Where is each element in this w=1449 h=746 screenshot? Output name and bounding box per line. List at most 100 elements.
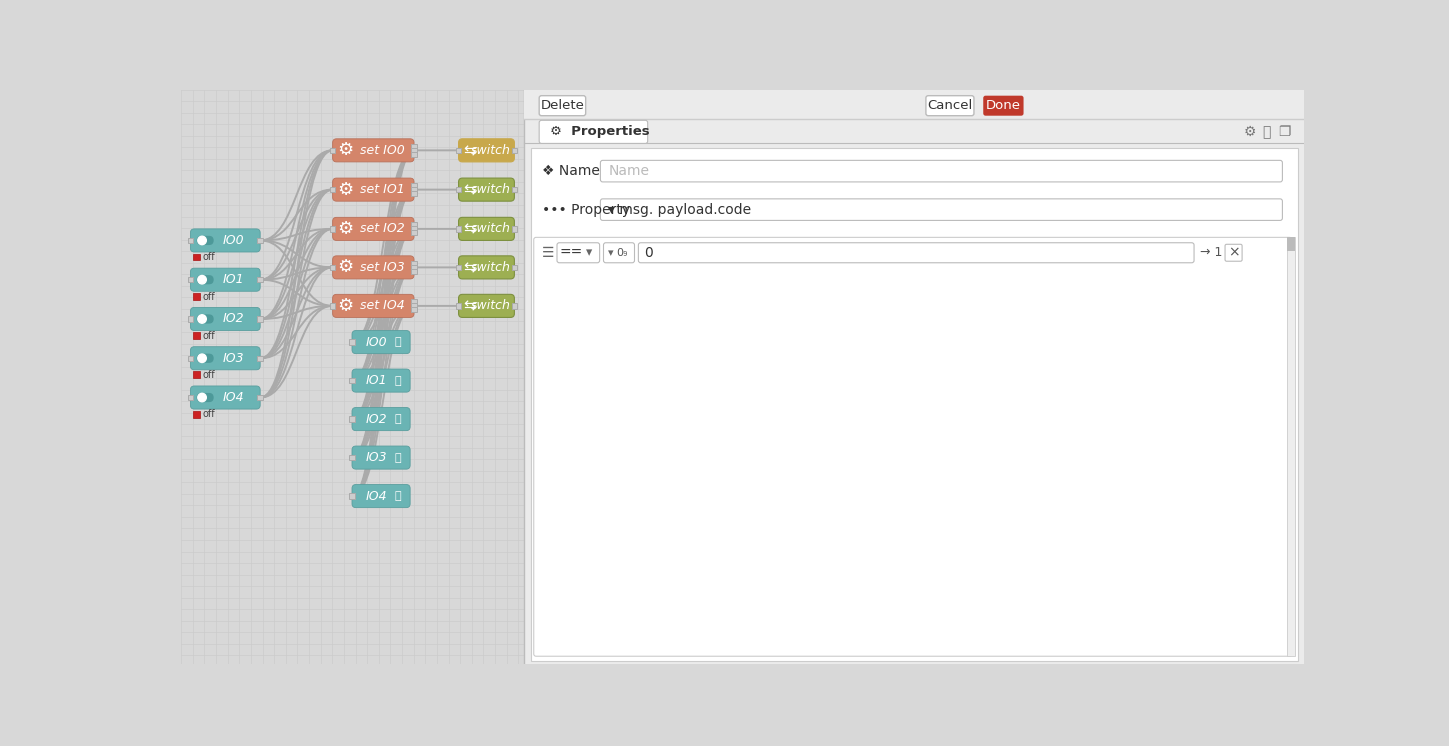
Text: switch: switch	[471, 144, 511, 157]
FancyBboxPatch shape	[926, 95, 974, 116]
FancyBboxPatch shape	[333, 178, 414, 201]
Text: switch: switch	[471, 183, 511, 196]
Text: set IO2: set IO2	[361, 222, 406, 236]
FancyBboxPatch shape	[190, 229, 261, 252]
Text: 0₉: 0₉	[616, 248, 627, 258]
Text: ⇆: ⇆	[464, 142, 475, 158]
Bar	[456, 226, 461, 231]
FancyBboxPatch shape	[600, 160, 1282, 182]
Text: IO2: IO2	[222, 313, 243, 325]
FancyBboxPatch shape	[352, 485, 410, 507]
FancyBboxPatch shape	[603, 242, 635, 263]
Circle shape	[197, 275, 206, 284]
Text: ==: ==	[559, 245, 582, 260]
Circle shape	[197, 315, 206, 323]
Text: ❐: ❐	[1278, 125, 1290, 139]
Text: IO4: IO4	[365, 489, 387, 503]
Text: 💡: 💡	[394, 337, 401, 347]
Bar	[412, 144, 417, 149]
Bar	[412, 269, 417, 274]
Bar	[193, 254, 200, 260]
Text: ⚙  Properties: ⚙ Properties	[551, 125, 649, 138]
Text: off: off	[201, 252, 214, 263]
Text: ❖ Name: ❖ Name	[542, 164, 600, 178]
Text: 0: 0	[645, 245, 653, 260]
FancyBboxPatch shape	[197, 393, 213, 402]
Text: IO0: IO0	[365, 336, 387, 348]
FancyBboxPatch shape	[333, 256, 414, 279]
Text: ⚙: ⚙	[338, 181, 354, 198]
FancyBboxPatch shape	[458, 139, 514, 162]
Circle shape	[197, 236, 206, 245]
FancyBboxPatch shape	[197, 354, 213, 363]
Text: IO4: IO4	[222, 391, 243, 404]
Bar	[456, 148, 461, 153]
Bar	[1287, 237, 1295, 656]
Bar	[525, 90, 1304, 664]
Bar	[1287, 237, 1295, 251]
Text: switch: switch	[471, 222, 511, 236]
Bar	[193, 372, 200, 378]
Bar	[511, 148, 517, 153]
Bar	[525, 90, 1304, 119]
Bar	[330, 148, 335, 153]
Bar	[511, 226, 517, 231]
Text: off: off	[201, 370, 214, 380]
Bar	[330, 303, 335, 309]
Text: 💡: 💡	[394, 491, 401, 501]
Bar	[412, 183, 417, 189]
Bar	[412, 230, 417, 236]
Text: ⇆: ⇆	[464, 222, 475, 236]
Text: IO1: IO1	[222, 273, 243, 286]
Bar	[258, 316, 262, 322]
FancyBboxPatch shape	[333, 295, 414, 318]
FancyBboxPatch shape	[190, 386, 261, 409]
Bar	[349, 378, 355, 383]
Text: Done: Done	[985, 99, 1022, 112]
FancyBboxPatch shape	[197, 236, 213, 245]
Bar	[188, 277, 193, 283]
FancyBboxPatch shape	[352, 330, 410, 354]
FancyBboxPatch shape	[458, 295, 514, 318]
Text: Name: Name	[609, 164, 649, 178]
Bar	[349, 416, 355, 421]
FancyBboxPatch shape	[190, 268, 261, 291]
Text: ⚙: ⚙	[338, 141, 354, 160]
Bar	[330, 187, 335, 192]
Bar	[349, 455, 355, 460]
Bar	[412, 187, 417, 192]
Bar	[258, 356, 262, 361]
Bar	[412, 307, 417, 313]
Text: 💡: 💡	[394, 414, 401, 424]
Bar	[258, 277, 262, 283]
Bar	[511, 303, 517, 309]
Bar	[258, 395, 262, 400]
Bar	[330, 226, 335, 231]
Text: ⚙: ⚙	[338, 220, 354, 238]
Bar	[349, 493, 355, 499]
FancyBboxPatch shape	[533, 237, 1291, 656]
FancyBboxPatch shape	[600, 199, 1282, 220]
Text: IO0: IO0	[222, 234, 243, 247]
Bar	[456, 303, 461, 309]
Text: ▾ msg. payload.code: ▾ msg. payload.code	[609, 203, 751, 216]
Text: ⚙: ⚙	[1243, 125, 1256, 139]
Bar	[193, 292, 200, 300]
FancyBboxPatch shape	[197, 314, 213, 324]
Text: Cancel: Cancel	[927, 99, 972, 112]
Text: ▾: ▾	[609, 248, 614, 258]
Text: IO3: IO3	[365, 451, 387, 464]
FancyBboxPatch shape	[352, 369, 410, 392]
Bar	[412, 148, 417, 153]
Text: switch: switch	[471, 261, 511, 274]
Bar	[412, 222, 417, 228]
Bar	[412, 151, 417, 157]
Bar	[511, 187, 517, 192]
Bar	[188, 356, 193, 361]
Bar	[330, 265, 335, 270]
Text: 💡: 💡	[394, 375, 401, 386]
Bar	[456, 187, 461, 192]
Text: ▾: ▾	[587, 246, 593, 260]
Bar	[188, 238, 193, 243]
Circle shape	[197, 354, 206, 363]
